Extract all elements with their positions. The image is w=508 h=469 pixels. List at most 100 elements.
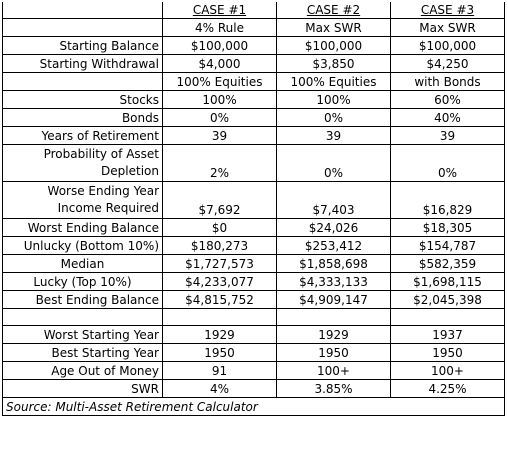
cell: 100%: [276, 90, 391, 109]
row-label: Bonds: [2, 108, 163, 127]
row-label: SWR: [2, 379, 163, 398]
cell: 3.85%: [276, 379, 391, 398]
row-label-line: Worse Ending Year: [47, 184, 159, 198]
cell: $4,815,752: [162, 290, 277, 309]
case-2-sub: Max SWR: [276, 18, 391, 37]
row-label: Years of Retirement: [2, 126, 163, 145]
cell: 0%: [162, 108, 277, 127]
cell: 0%: [276, 108, 391, 127]
cell: $3,850: [276, 54, 391, 73]
spacer-row: [2, 308, 505, 326]
case-1-sub: 4% Rule: [162, 18, 277, 37]
cell: 4.25%: [390, 379, 505, 398]
header-corner: [2, 2, 163, 19]
row-label: Worst Starting Year: [2, 325, 163, 344]
cell: $7,403: [276, 181, 391, 219]
source-note: Source: Multi-Asset Retirement Calculato…: [2, 397, 505, 416]
table-row: Worst Ending Balance $0 $24,026 $18,305: [2, 218, 505, 237]
cell: 1950: [162, 343, 277, 362]
cell: $253,412: [276, 236, 391, 255]
row-label: Starting Balance: [2, 36, 163, 55]
cell: $154,787: [390, 236, 505, 255]
row-label: Lucky (Top 10%): [2, 272, 163, 291]
row-label-line: Probability of Asset: [43, 147, 159, 161]
cell: 91: [162, 361, 277, 380]
cell: $582,359: [390, 254, 505, 273]
cell: $7,692: [162, 181, 277, 219]
table-row: Lucky (Top 10%) $4,233,077 $4,333,133 $1…: [2, 272, 505, 291]
retirement-comparison-table: CASE #1 CASE #2 CASE #3 4% Rule Max SWR …: [2, 2, 505, 416]
cell: $180,273: [162, 236, 277, 255]
table-row: Age Out of Money 91 100+ 100+: [2, 361, 505, 380]
cell: 100+: [276, 361, 391, 380]
case-2-title: CASE #2: [276, 2, 391, 19]
blank-cell: [276, 308, 391, 326]
row-label-line: Depletion: [101, 164, 159, 178]
table-row: Bonds 0% 0% 40%: [2, 108, 505, 127]
cell: 60%: [390, 90, 505, 109]
cell: $4,000: [162, 54, 277, 73]
table-row: Best Ending Balance $4,815,752 $4,909,14…: [2, 290, 505, 309]
cell: 40%: [390, 108, 505, 127]
table-row: Years of Retirement 39 39 39: [2, 126, 505, 145]
cell: $1,858,698: [276, 254, 391, 273]
blank-cell: [162, 308, 277, 326]
row-label: Best Ending Balance: [2, 290, 163, 309]
cell: $4,333,133: [276, 272, 391, 291]
cell: 1950: [390, 343, 505, 362]
table-row: Worst Starting Year 1929 1929 1937: [2, 325, 505, 344]
table-row: 100% Equities 100% Equities with Bonds: [2, 72, 505, 91]
cell: $4,909,147: [276, 290, 391, 309]
cell: 0%: [390, 144, 505, 182]
row-label-line: Income Required: [57, 201, 159, 215]
cell: 0%: [276, 144, 391, 182]
table-row: Unlucky (Bottom 10%) $180,273 $253,412 $…: [2, 236, 505, 255]
cell: $2,045,398: [390, 290, 505, 309]
case-3-sub: Max SWR: [390, 18, 505, 37]
cell: 2%: [162, 144, 277, 182]
cell: with Bonds: [390, 72, 505, 91]
cell: 4%: [162, 379, 277, 398]
header-row-case: CASE #1 CASE #2 CASE #3: [2, 2, 505, 19]
row-label: Worse Ending Year Income Required: [2, 181, 163, 219]
row-label: Starting Withdrawal: [2, 54, 163, 73]
header-row-sub: 4% Rule Max SWR Max SWR: [2, 18, 505, 37]
header-corner-2: [2, 18, 163, 37]
cell: $4,250: [390, 54, 505, 73]
row-label: Unlucky (Bottom 10%): [2, 236, 163, 255]
cell: $100,000: [162, 36, 277, 55]
cell: 39: [162, 126, 277, 145]
source-row: Source: Multi-Asset Retirement Calculato…: [2, 397, 505, 416]
table-row: Worse Ending Year Income Required $7,692…: [2, 181, 505, 219]
cell: $16,829: [390, 181, 505, 219]
case-1-title: CASE #1: [162, 2, 277, 19]
row-label: Age Out of Money: [2, 361, 163, 380]
row-label: Worst Ending Balance: [2, 218, 163, 237]
row-label: [2, 72, 163, 91]
table-row: Best Starting Year 1950 1950 1950: [2, 343, 505, 362]
table-row: Stocks 100% 100% 60%: [2, 90, 505, 109]
case-3-title: CASE #3: [390, 2, 505, 19]
row-label: Probability of Asset Depletion: [2, 144, 163, 182]
cell: $100,000: [390, 36, 505, 55]
cell: 100+: [390, 361, 505, 380]
cell: $4,233,077: [162, 272, 277, 291]
row-label: Median: [2, 254, 163, 273]
cell: $100,000: [276, 36, 391, 55]
cell: 1929: [276, 325, 391, 344]
row-label: Best Starting Year: [2, 343, 163, 362]
cell: 1937: [390, 325, 505, 344]
table-row: SWR 4% 3.85% 4.25%: [2, 379, 505, 398]
table-row: Starting Balance $100,000 $100,000 $100,…: [2, 36, 505, 55]
table-row: Median $1,727,573 $1,858,698 $582,359: [2, 254, 505, 273]
cell: 1929: [162, 325, 277, 344]
cell: $1,727,573: [162, 254, 277, 273]
cell: 39: [276, 126, 391, 145]
cell: 100% Equities: [276, 72, 391, 91]
cell: 39: [390, 126, 505, 145]
row-label: Stocks: [2, 90, 163, 109]
cell: 100%: [162, 90, 277, 109]
table-row: Starting Withdrawal $4,000 $3,850 $4,250: [2, 54, 505, 73]
cell: 1950: [276, 343, 391, 362]
cell: $24,026: [276, 218, 391, 237]
